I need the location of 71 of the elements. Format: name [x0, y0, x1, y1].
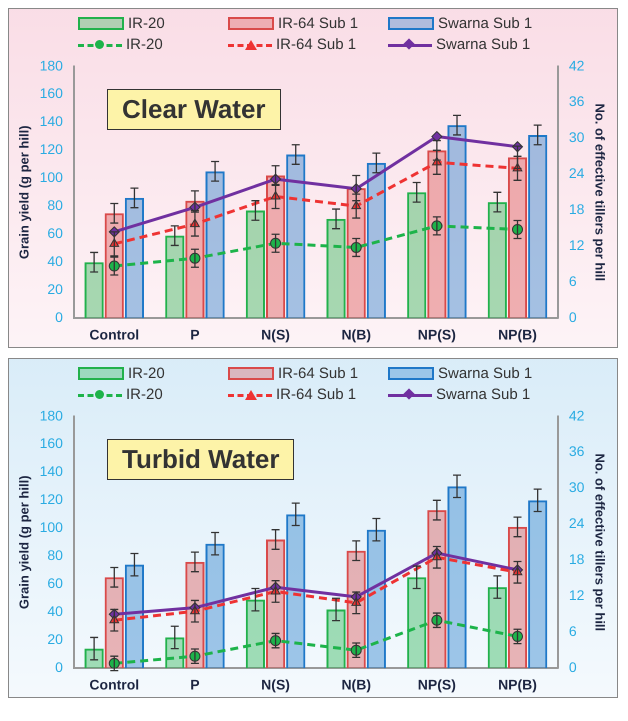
legend-label: Swarna Sub 1 — [436, 36, 530, 53]
y-tick-label: 120 — [40, 491, 64, 508]
y-tick-label: 120 — [40, 141, 64, 158]
x-tick-label: Control — [89, 676, 140, 692]
text: Clear Water — [107, 89, 281, 130]
y-tick-label: 80 — [47, 547, 64, 564]
bar — [528, 500, 548, 668]
legend-label: IR-64 Sub 1 — [276, 36, 356, 53]
y-tick-label: 140 — [40, 463, 64, 480]
x-tick-label: N(S) — [261, 326, 290, 342]
text: Turbid Water — [107, 439, 294, 480]
x-tick-label: N(B) — [341, 326, 371, 342]
y2-tick-label: 24 — [568, 515, 585, 532]
y-tick-label: 20 — [47, 281, 64, 298]
y-tick-label: 60 — [47, 575, 64, 592]
x-tick-label: N(S) — [261, 676, 290, 692]
y2-tick-label: 24 — [568, 165, 585, 182]
y-tick-label: 0 — [55, 659, 64, 676]
y2-tick-label: 18 — [568, 551, 585, 568]
y2-axis-title: No. of effective tillers per hill — [592, 103, 608, 282]
y-tick-label: 20 — [47, 631, 64, 648]
x-tick-label: Control — [89, 326, 140, 342]
legend-label: IR-64 Sub 1 — [276, 386, 356, 403]
y2-axis-title: No. of effective tillers per hill — [592, 453, 608, 632]
y-tick-label: 160 — [40, 435, 64, 452]
y2-tick-label: 36 — [568, 443, 585, 460]
x-tick-label: P — [190, 326, 200, 342]
legend-label: Swarna Sub 1 — [438, 15, 532, 32]
x-tick-label: NP(S) — [418, 676, 456, 692]
y2-tick-label: 42 — [568, 407, 585, 424]
y-axis-title: Grain yield (g per hill) — [16, 475, 32, 610]
legend-label: IR-20 — [128, 15, 165, 32]
y2-tick-label: 6 — [568, 623, 577, 640]
bar — [84, 262, 104, 318]
y2-tick-label: 36 — [568, 93, 585, 110]
bar — [528, 134, 548, 318]
y2-tick-label: 12 — [568, 587, 585, 604]
y-tick-label: 0 — [55, 309, 64, 326]
x-tick-label: NP(B) — [498, 676, 537, 692]
x-tick-label: N(B) — [341, 676, 371, 692]
y2-tick-label: 18 — [568, 201, 585, 218]
x-tick-label: P — [190, 676, 200, 692]
y-axis-title: Grain yield (g per hill) — [16, 125, 32, 260]
y-tick-label: 100 — [40, 169, 64, 186]
bar — [447, 125, 467, 318]
y2-tick-label: 6 — [568, 273, 577, 290]
y-tick-label: 40 — [47, 603, 64, 620]
y-tick-label: 80 — [47, 197, 64, 214]
y2-tick-label: 30 — [568, 129, 585, 146]
y-tick-label: 60 — [47, 225, 64, 242]
legend-label: Swarna Sub 1 — [438, 365, 532, 382]
legend-label: IR-20 — [126, 386, 163, 403]
y-tick-label: 180 — [40, 57, 64, 74]
x-tick-label: NP(B) — [498, 326, 537, 342]
y-tick-label: 180 — [40, 407, 64, 424]
y2-tick-label: 12 — [568, 237, 585, 254]
y2-tick-label: 0 — [568, 659, 577, 676]
y-tick-label: 100 — [40, 519, 64, 536]
legend-label: IR-20 — [128, 365, 165, 382]
legend-label: IR-64 Sub 1 — [278, 365, 358, 382]
legend-label: IR-20 — [126, 36, 163, 53]
y2-tick-label: 0 — [568, 309, 577, 326]
x-tick-label: NP(S) — [418, 326, 456, 342]
y-tick-label: 40 — [47, 253, 64, 270]
legend-label: IR-64 Sub 1 — [278, 15, 358, 32]
y2-tick-label: 42 — [568, 57, 585, 74]
legend-label: Swarna Sub 1 — [436, 386, 530, 403]
y2-tick-label: 30 — [568, 479, 585, 496]
y-tick-label: 160 — [40, 85, 64, 102]
point — [431, 131, 442, 142]
y-tick-label: 140 — [40, 113, 64, 130]
